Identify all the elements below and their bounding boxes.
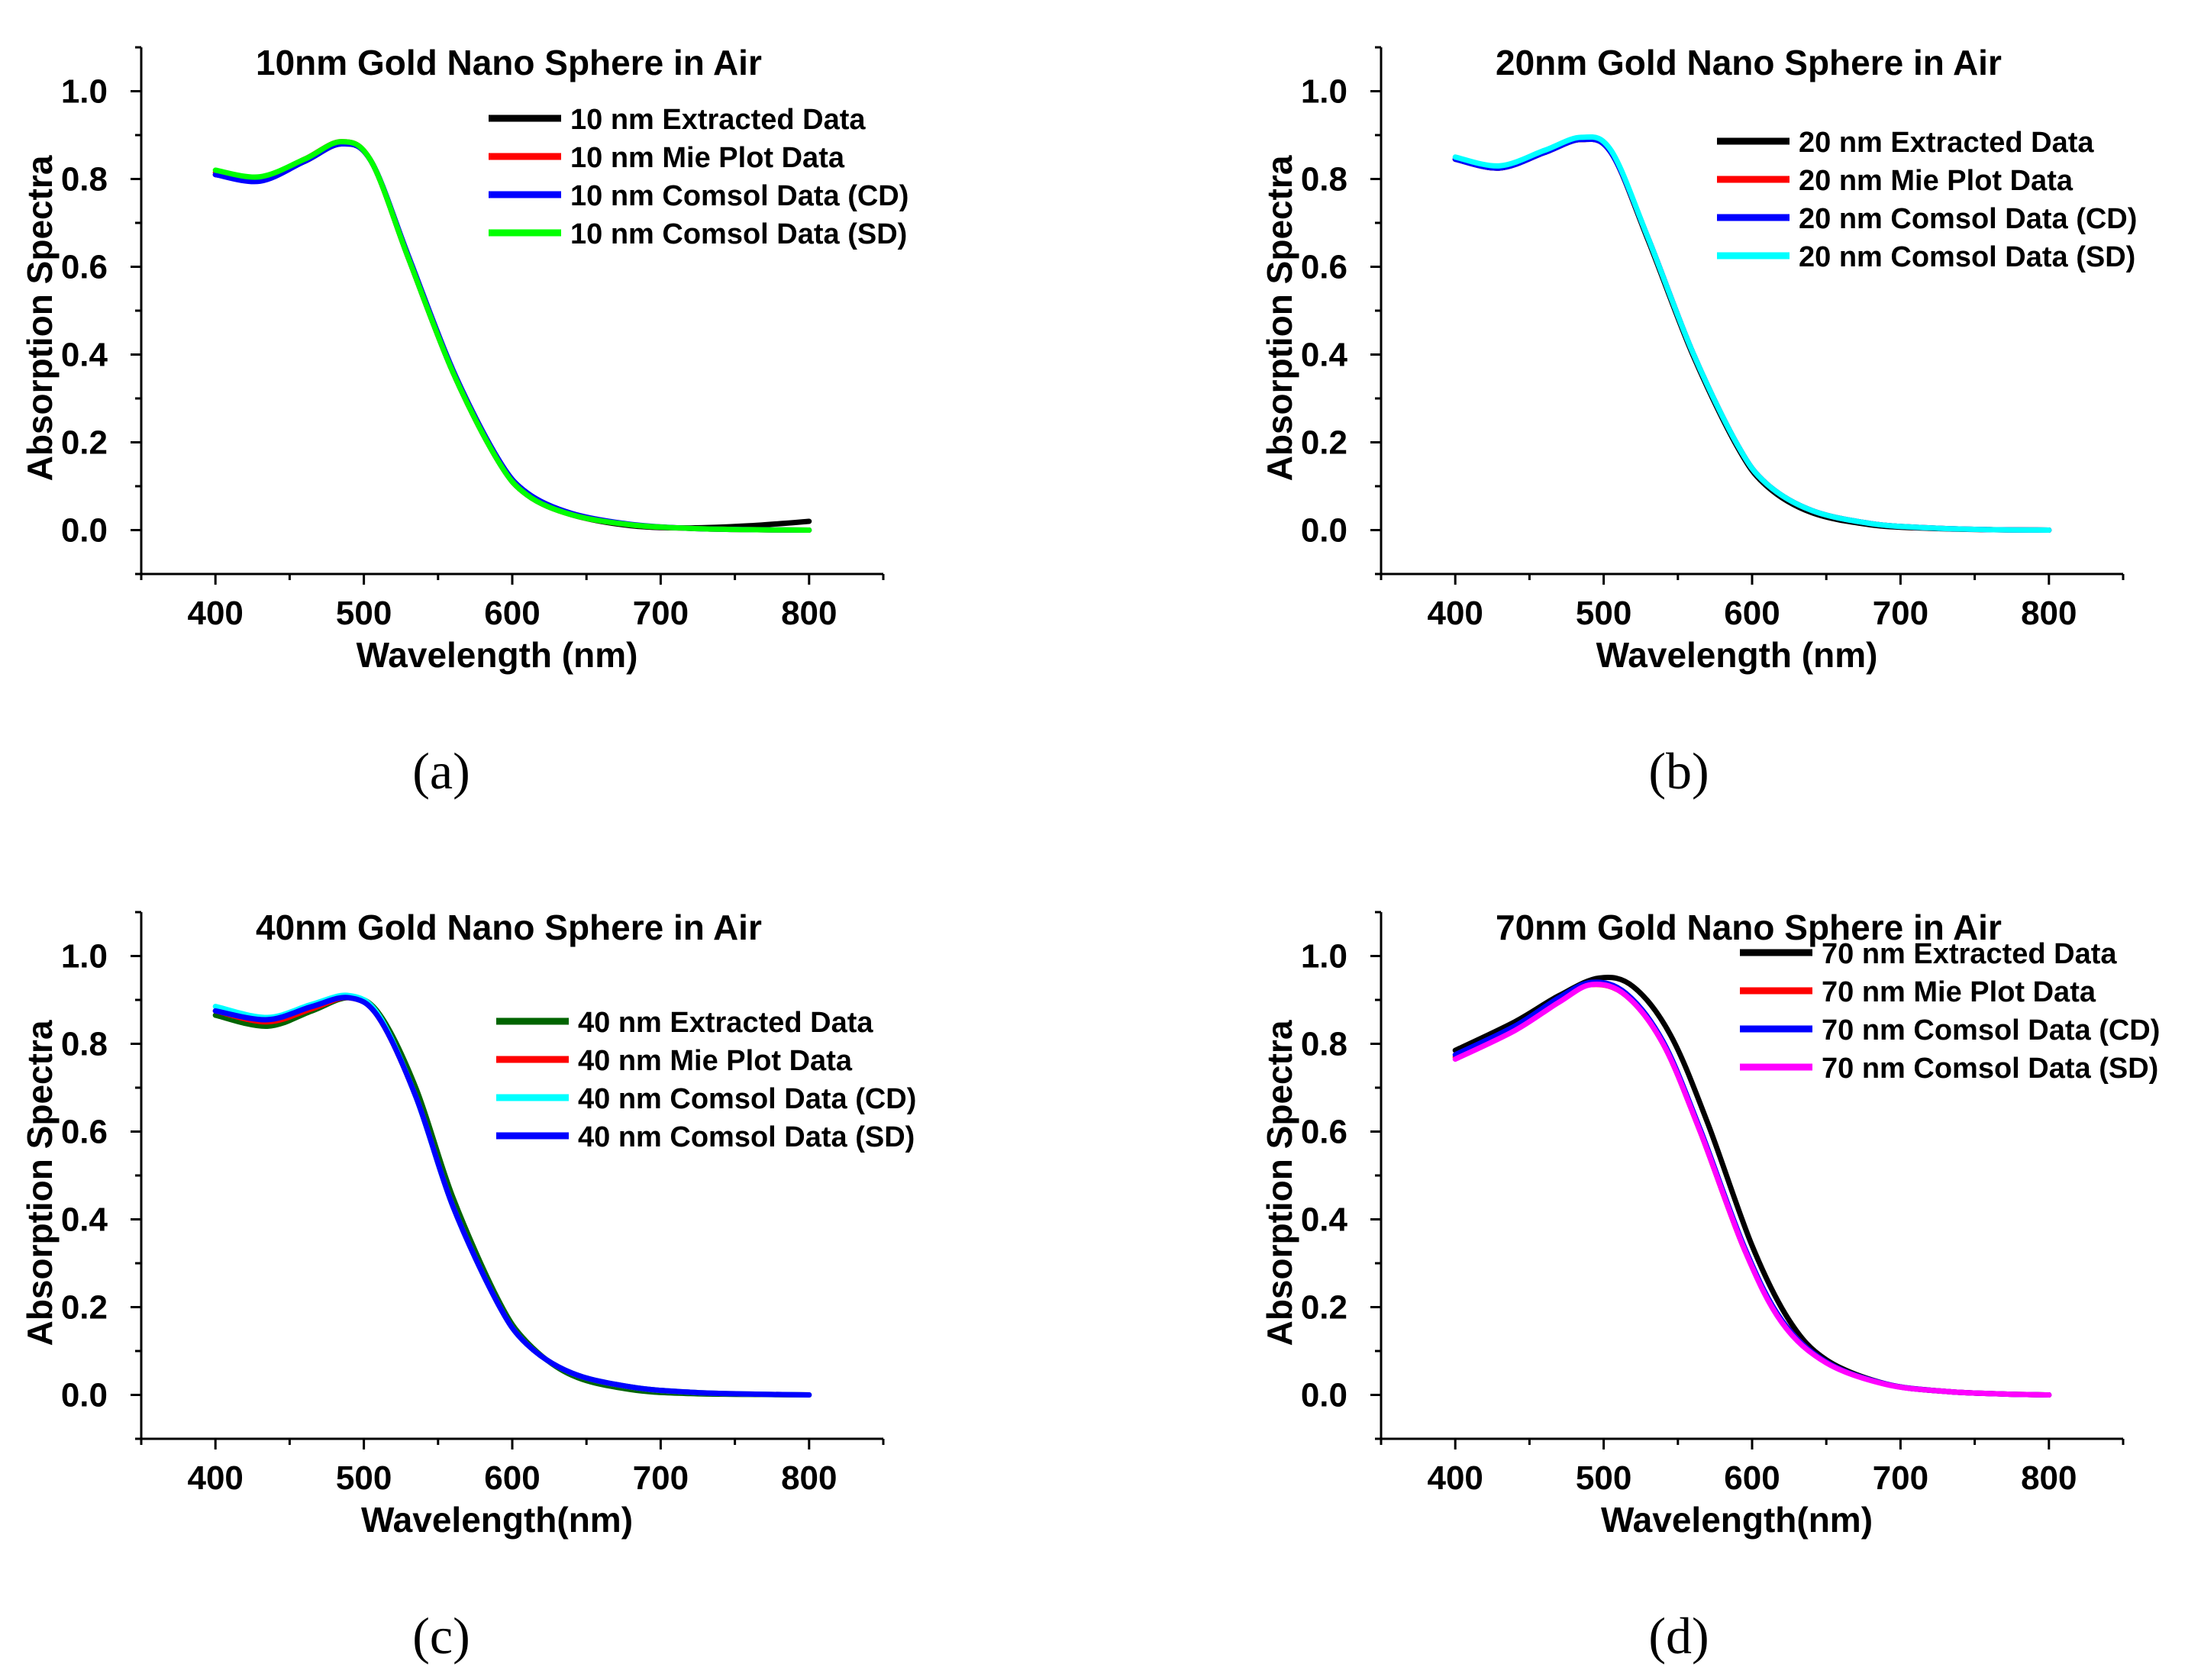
x-tick-label: 400 — [187, 595, 243, 632]
legend-label: 70 nm Comsol Data (SD) — [1822, 1053, 2158, 1085]
series-line-4 — [212, 139, 812, 533]
x-tick-label: 500 — [1576, 1459, 1631, 1497]
x-tick-label: 800 — [2021, 1459, 2077, 1497]
legend-label: 70 nm Extracted Data — [1822, 938, 2117, 970]
y-tick-label: 1.0 — [1301, 73, 1347, 111]
x-tick-label: 500 — [336, 1459, 392, 1497]
legend-label: 70 nm Mie Plot Data — [1822, 976, 2096, 1008]
panel-caption: (d) — [1648, 1607, 1709, 1665]
chart-title: 20nm Gold Nano Sphere in Air — [1496, 43, 2002, 82]
y-tick-label: 0.6 — [1301, 249, 1347, 286]
legend-label: 20 nm Comsol Data (CD) — [1799, 203, 2137, 235]
y-tick-label: 0.0 — [1301, 1377, 1347, 1414]
x-axis-label: Wavelength (nm) — [357, 635, 638, 675]
chart-title: 40nm Gold Nano Sphere in Air — [256, 908, 762, 947]
y-tick-label: 0.2 — [61, 424, 108, 462]
chart-panel-c: 0.0 0.2 0.4 0.6 0.8 1.0 400 500 600 700 800 Wavelen… — [20, 908, 916, 1665]
legend-label: 40 nm Comsol Data (CD) — [578, 1083, 916, 1115]
y-tick-label: 1.0 — [61, 73, 108, 111]
x-tick-label: 400 — [187, 1459, 243, 1497]
y-tick-label: 1.0 — [1301, 938, 1347, 975]
y-tick-label: 0.2 — [1301, 1289, 1347, 1327]
x-tick-label: 500 — [336, 595, 392, 632]
x-axis-label: Wavelength (nm) — [1596, 635, 1878, 675]
y-axis-label: Absorption Spectra — [20, 155, 60, 481]
x-tick-label: 600 — [484, 595, 540, 632]
legend-label: 20 nm Extracted Data — [1799, 127, 2094, 159]
y-tick-label: 0.2 — [61, 1289, 108, 1327]
legend-label: 40 nm Extracted Data — [578, 1007, 873, 1039]
series-line-4 — [1452, 982, 2052, 1398]
x-tick-label: 800 — [2021, 595, 2077, 632]
x-tick-label: 600 — [1724, 1459, 1780, 1497]
legend-label: 10 nm Comsol Data (CD) — [570, 180, 908, 212]
legend-label: 20 nm Comsol Data (SD) — [1799, 241, 2135, 273]
chart-panel-a: 0.0 0.2 0.4 0.6 0.8 1.0 400 500 600 700 800 Wavelen… — [20, 43, 908, 800]
x-axis-label: Wavelength(nm) — [1601, 1500, 1873, 1540]
panel-caption: (b) — [1648, 742, 1709, 800]
y-tick-label: 0.6 — [1301, 1114, 1347, 1151]
y-tick-label: 0.2 — [1301, 424, 1347, 462]
series-line-4 — [1452, 134, 2052, 533]
y-tick-label: 0.4 — [1301, 337, 1348, 374]
chart-panel-d: 0.0 0.2 0.4 0.6 0.8 1.0 400 500 600 700 800 Wavelen… — [1260, 908, 2160, 1665]
y-tick-label: 0.0 — [61, 1377, 108, 1414]
panel-caption: (a) — [412, 742, 470, 800]
x-tick-label: 700 — [1873, 595, 1928, 632]
legend-label: 70 nm Comsol Data (CD) — [1822, 1014, 2160, 1046]
x-tick-label: 700 — [633, 595, 689, 632]
chart-panel-b: 0.0 0.2 0.4 0.6 0.8 1.0 400 500 600 700 800 Wavelen… — [1260, 43, 2137, 800]
y-tick-label: 0.0 — [1301, 512, 1347, 550]
x-tick-label: 800 — [781, 1459, 837, 1497]
y-axis-label: Absorption Spectra — [1260, 155, 1299, 481]
y-tick-label: 0.4 — [1301, 1201, 1348, 1239]
legend-label: 40 nm Comsol Data (SD) — [578, 1121, 915, 1153]
x-tick-label: 600 — [1724, 595, 1780, 632]
y-axis-label: Absorption Spectra — [1260, 1020, 1299, 1346]
x-tick-label: 400 — [1427, 595, 1483, 632]
y-tick-label: 0.8 — [61, 1026, 108, 1063]
x-tick-label: 700 — [1873, 1459, 1928, 1497]
x-tick-label: 400 — [1427, 1459, 1483, 1497]
legend-label: 10 nm Extracted Data — [570, 104, 866, 136]
x-tick-label: 800 — [781, 595, 837, 632]
y-tick-label: 0.0 — [61, 512, 108, 550]
legend-label: 20 nm Mie Plot Data — [1799, 165, 2074, 197]
panel-caption: (c) — [412, 1607, 470, 1665]
y-tick-label: 0.8 — [61, 161, 108, 198]
y-tick-label: 1.0 — [61, 938, 108, 975]
y-tick-label: 0.8 — [1301, 1026, 1347, 1063]
x-axis-label: Wavelength(nm) — [361, 1500, 633, 1540]
chart-title: 10nm Gold Nano Sphere in Air — [256, 43, 762, 82]
legend-label: 10 nm Mie Plot Data — [570, 142, 845, 174]
y-tick-label: 0.6 — [61, 249, 108, 286]
y-tick-label: 0.6 — [61, 1114, 108, 1151]
x-tick-label: 600 — [484, 1459, 540, 1497]
legend-label: 10 nm Comsol Data (SD) — [570, 218, 907, 250]
y-axis-label: Absorption Spectra — [20, 1020, 60, 1346]
x-tick-label: 700 — [633, 1459, 689, 1497]
y-tick-label: 0.4 — [61, 337, 108, 374]
legend-label: 40 nm Mie Plot Data — [578, 1045, 853, 1077]
chart-title: 70nm Gold Nano Sphere in Air — [1496, 908, 2002, 947]
x-tick-label: 500 — [1576, 595, 1631, 632]
y-tick-label: 0.8 — [1301, 161, 1347, 198]
series-line-4 — [212, 995, 812, 1398]
y-tick-label: 0.4 — [61, 1201, 108, 1239]
